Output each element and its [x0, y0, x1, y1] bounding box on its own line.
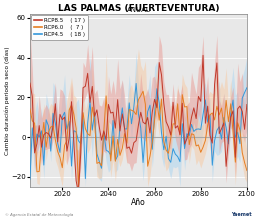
- Title: LAS PALMAS (FUERTEVENTURA): LAS PALMAS (FUERTEVENTURA): [58, 4, 219, 13]
- Legend: RCP8.5    ( 17 ), RCP6.0    (  7 ), RCP4.5    ( 18 ): RCP8.5 ( 17 ), RCP6.0 ( 7 ), RCP4.5 ( 18…: [31, 15, 88, 39]
- Y-axis label: Cambio duración periodo seco (días): Cambio duración periodo seco (días): [4, 46, 10, 155]
- X-axis label: Año: Año: [131, 198, 146, 207]
- Text: Yaemet: Yaemet: [232, 212, 252, 217]
- Text: ANUAL: ANUAL: [127, 7, 150, 13]
- Text: © Agencia Estatal de Meteorología: © Agencia Estatal de Meteorología: [5, 213, 74, 217]
